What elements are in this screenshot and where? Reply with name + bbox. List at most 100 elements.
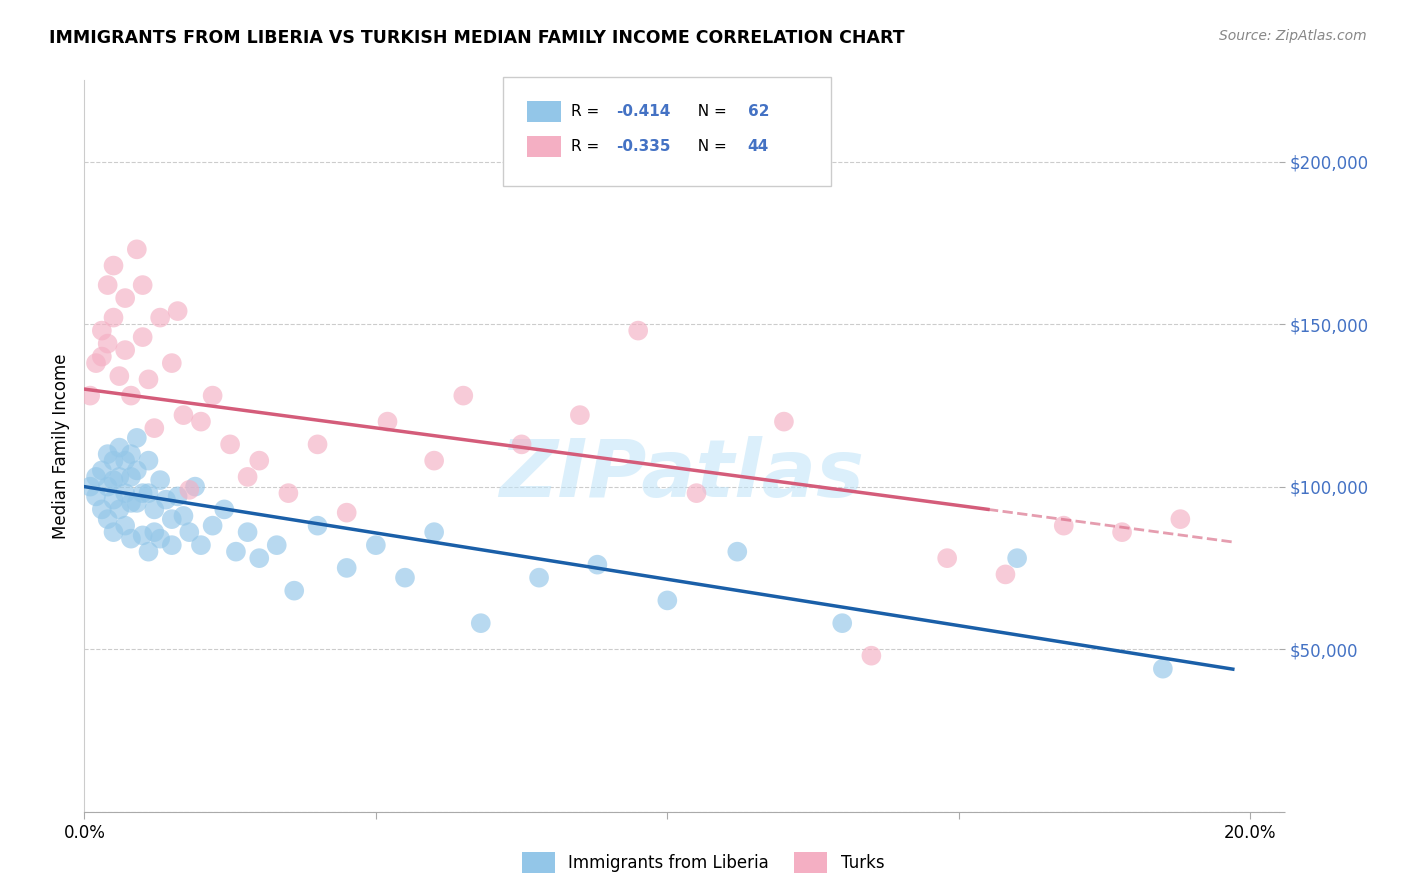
Point: [84, 489, 107, 503]
Text: Source: ZipAtlas.com: Source: ZipAtlas.com: [1219, 29, 1367, 43]
Point: [1111, 525, 1133, 540]
Point: [103, 473, 125, 487]
Point: [97, 447, 120, 461]
Point: [125, 431, 148, 445]
Point: [103, 525, 125, 540]
Point: [114, 291, 136, 305]
Point: [97, 512, 120, 526]
Point: [364, 538, 387, 552]
Point: [277, 486, 299, 500]
Text: N =: N =: [688, 104, 731, 120]
Point: [236, 525, 259, 540]
Point: [120, 447, 142, 461]
Point: [190, 415, 212, 429]
Point: [114, 343, 136, 357]
Point: [108, 441, 131, 455]
Point: [160, 356, 183, 370]
Point: [1005, 551, 1028, 566]
Point: [97, 278, 120, 293]
Point: [103, 453, 125, 467]
Point: [586, 558, 609, 572]
Point: [1152, 662, 1174, 676]
Point: [84, 470, 107, 484]
Point: [190, 538, 212, 552]
Point: [201, 518, 224, 533]
Point: [394, 571, 416, 585]
Point: [336, 506, 359, 520]
Point: [936, 551, 959, 566]
Point: [510, 437, 533, 451]
Point: [214, 502, 236, 516]
Point: [283, 583, 305, 598]
Point: [247, 453, 270, 467]
Point: [131, 486, 153, 500]
FancyBboxPatch shape: [527, 136, 561, 157]
Text: N =: N =: [688, 138, 731, 153]
Point: [470, 616, 492, 631]
Point: [179, 483, 201, 497]
Point: [97, 480, 120, 494]
Point: [219, 437, 242, 451]
Point: [155, 492, 177, 507]
Point: [90, 350, 112, 364]
Point: [166, 489, 188, 503]
Point: [247, 551, 270, 566]
Text: -0.414: -0.414: [616, 104, 671, 120]
Point: [125, 243, 148, 257]
Point: [657, 593, 679, 607]
Point: [125, 496, 148, 510]
Point: [773, 415, 796, 429]
Point: [90, 502, 112, 516]
Point: [120, 470, 142, 484]
Point: [685, 486, 707, 500]
Point: [166, 304, 188, 318]
Point: [725, 544, 748, 558]
FancyBboxPatch shape: [527, 101, 561, 122]
Point: [120, 532, 142, 546]
Point: [131, 528, 153, 542]
Point: [453, 389, 475, 403]
Point: [184, 480, 207, 494]
Point: [160, 512, 183, 526]
Point: [172, 508, 194, 523]
Point: [131, 278, 153, 293]
Point: [143, 525, 166, 540]
Text: ZIPatlas: ZIPatlas: [499, 436, 865, 515]
Point: [143, 421, 166, 435]
Point: [225, 544, 247, 558]
Point: [108, 470, 131, 484]
Point: [97, 336, 120, 351]
Point: [1053, 518, 1076, 533]
Point: [266, 538, 288, 552]
Text: R =: R =: [571, 104, 605, 120]
Point: [103, 492, 125, 507]
Point: [138, 486, 160, 500]
Point: [84, 356, 107, 370]
Point: [336, 561, 359, 575]
Point: [307, 437, 329, 451]
Point: [131, 330, 153, 344]
Point: [120, 496, 142, 510]
Point: [138, 372, 160, 386]
Point: [103, 310, 125, 325]
Point: [377, 415, 399, 429]
Point: [120, 389, 142, 403]
Point: [527, 571, 550, 585]
Point: [125, 463, 148, 477]
Legend: Immigrants from Liberia, Turks: Immigrants from Liberia, Turks: [515, 846, 891, 880]
Point: [831, 616, 853, 631]
Point: [423, 525, 446, 540]
Point: [627, 324, 650, 338]
Point: [1170, 512, 1192, 526]
Point: [90, 324, 112, 338]
Point: [236, 470, 259, 484]
Point: [160, 538, 183, 552]
Point: [172, 408, 194, 422]
Point: [423, 453, 446, 467]
Point: [149, 310, 172, 325]
Point: [149, 473, 172, 487]
Text: 44: 44: [748, 138, 769, 153]
Point: [114, 453, 136, 467]
Point: [179, 525, 201, 540]
FancyBboxPatch shape: [503, 77, 831, 186]
